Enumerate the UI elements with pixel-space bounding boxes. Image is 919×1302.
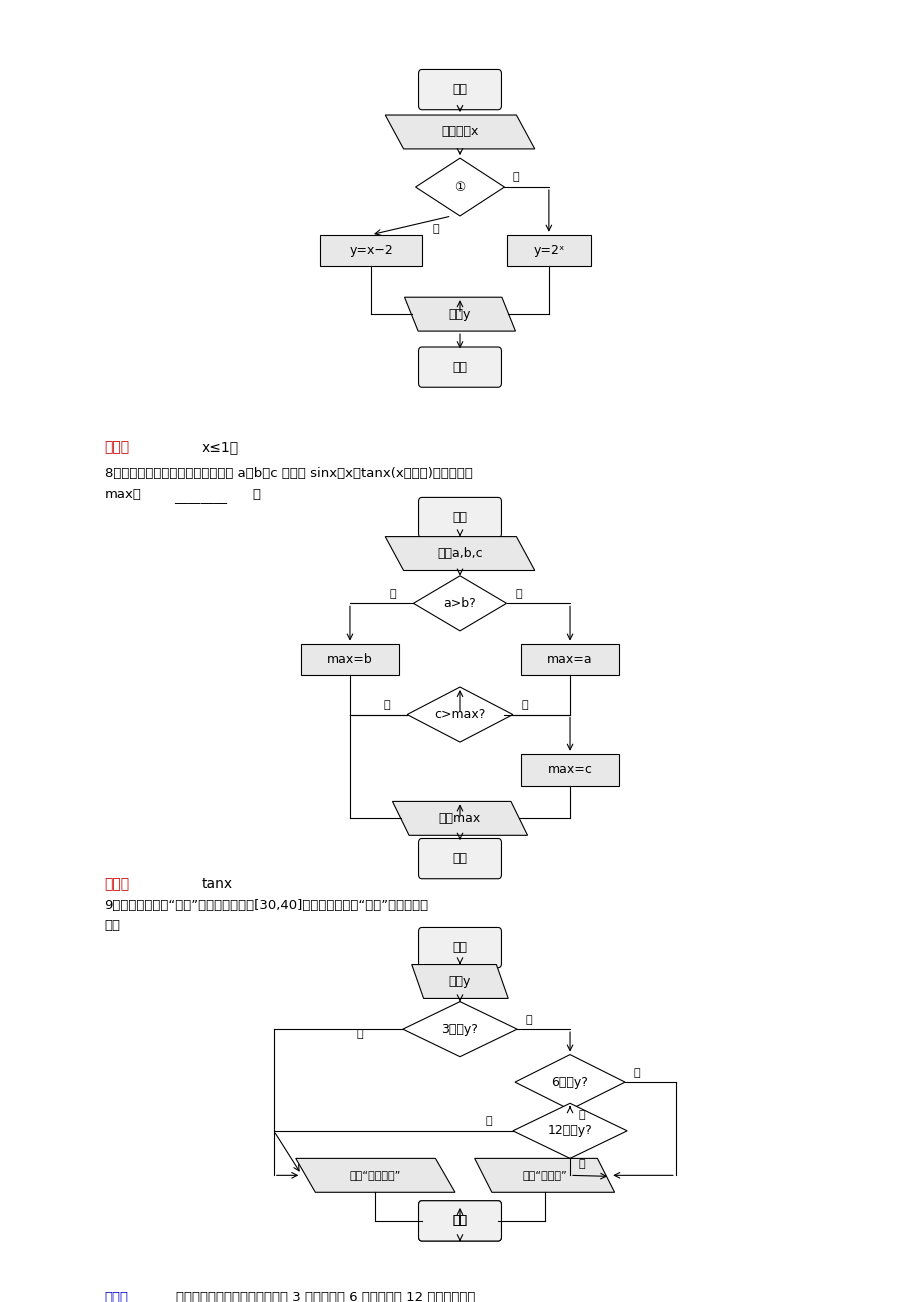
Text: 是: 是 [578,1109,584,1120]
Text: 由程序框图知美数是满足：能被 3 整除不能被 6 整除或能被 12 整除的数，在: 由程序框图知美数是满足：能被 3 整除不能被 6 整除或能被 12 整除的数，在 [176,1290,475,1302]
Bar [301,643,399,676]
Text: 输入a,b,c: 输入a,b,c [437,547,482,560]
Text: 结束: 结束 [452,1215,467,1228]
Text: x≤1？: x≤1？ [201,440,239,454]
Text: y=2ˣ: y=2ˣ [533,243,564,256]
Text: 解析：: 解析： [105,1290,129,1302]
Text: 开始: 开始 [452,83,467,96]
Text: tanx: tanx [201,878,233,891]
Polygon shape [474,1159,614,1193]
Polygon shape [407,687,513,742]
Text: max＝: max＝ [105,488,142,501]
Polygon shape [415,158,504,216]
FancyBboxPatch shape [418,927,501,967]
Bar [320,234,422,267]
Text: 输出“不是美数”: 输出“不是美数” [349,1170,401,1181]
Text: 答案：: 答案： [105,878,130,891]
Text: 3整除y?: 3整除y? [441,1022,478,1035]
Polygon shape [513,1103,627,1159]
Text: 否: 否 [633,1068,640,1078]
Text: ________: ________ [174,491,227,504]
Polygon shape [385,115,534,148]
Text: 9．如图，是判断“美数”的程序框图，在[30,40]内的所有整数中“美数”的个数是多: 9．如图，是判断“美数”的程序框图，在[30,40]内的所有整数中“美数”的个数… [105,898,428,911]
Polygon shape [392,802,527,836]
Text: 答案：: 答案： [105,440,130,454]
Text: max=c: max=c [547,763,592,776]
FancyBboxPatch shape [418,348,501,387]
Text: 否: 否 [383,700,390,710]
Text: 是: 是 [578,1159,584,1169]
Text: 开始: 开始 [452,941,467,954]
Text: 开始: 开始 [452,510,467,523]
Text: a>b?: a>b? [443,596,476,609]
Bar [506,234,590,267]
Text: 输入y: 输入y [448,975,471,988]
FancyBboxPatch shape [418,69,501,109]
Text: 输出y: 输出y [448,307,471,320]
Text: ①: ① [454,181,465,194]
Text: 否: 否 [432,224,438,233]
Polygon shape [413,575,506,631]
Bar [520,754,618,785]
Polygon shape [295,1159,455,1193]
Text: 是: 是 [525,1014,532,1025]
Polygon shape [515,1055,624,1109]
Bar [520,643,618,676]
Text: 否: 否 [356,1030,363,1039]
Polygon shape [385,536,534,570]
Text: max=b: max=b [327,654,372,667]
FancyBboxPatch shape [418,1200,501,1241]
FancyBboxPatch shape [418,497,501,538]
FancyBboxPatch shape [418,838,501,879]
Text: 是: 是 [513,172,519,182]
Text: ．: ． [253,488,260,501]
Text: c>max?: c>max? [434,708,485,721]
Polygon shape [403,1001,516,1057]
Text: 是: 是 [515,589,521,599]
Text: 6整除y?: 6整除y? [551,1075,588,1088]
Text: y=x−2: y=x−2 [349,243,392,256]
FancyBboxPatch shape [418,1200,501,1241]
Text: 输入实数x: 输入实数x [441,125,478,138]
Polygon shape [404,297,515,331]
Text: 结束: 结束 [452,852,467,865]
Text: 输出“是美数”: 输出“是美数” [522,1170,566,1181]
Text: 少？: 少？ [105,919,120,932]
Text: 12整除y?: 12整除y? [547,1125,592,1138]
Text: 否: 否 [484,1116,491,1126]
Text: 否: 否 [390,589,396,599]
Text: 结束: 结束 [452,1215,467,1228]
Text: 8．阅读如图的程序框图，若输入的 a，b，c 分别是 sinx，x，tanx(x为锐角)，则输出的: 8．阅读如图的程序框图，若输入的 a，b，c 分别是 sinx，x，tanx(x… [105,466,471,479]
Text: 结束: 结束 [452,361,467,374]
Text: max=a: max=a [547,654,592,667]
Text: 输出max: 输出max [438,812,481,825]
Text: 是: 是 [521,700,528,710]
Polygon shape [412,965,507,999]
